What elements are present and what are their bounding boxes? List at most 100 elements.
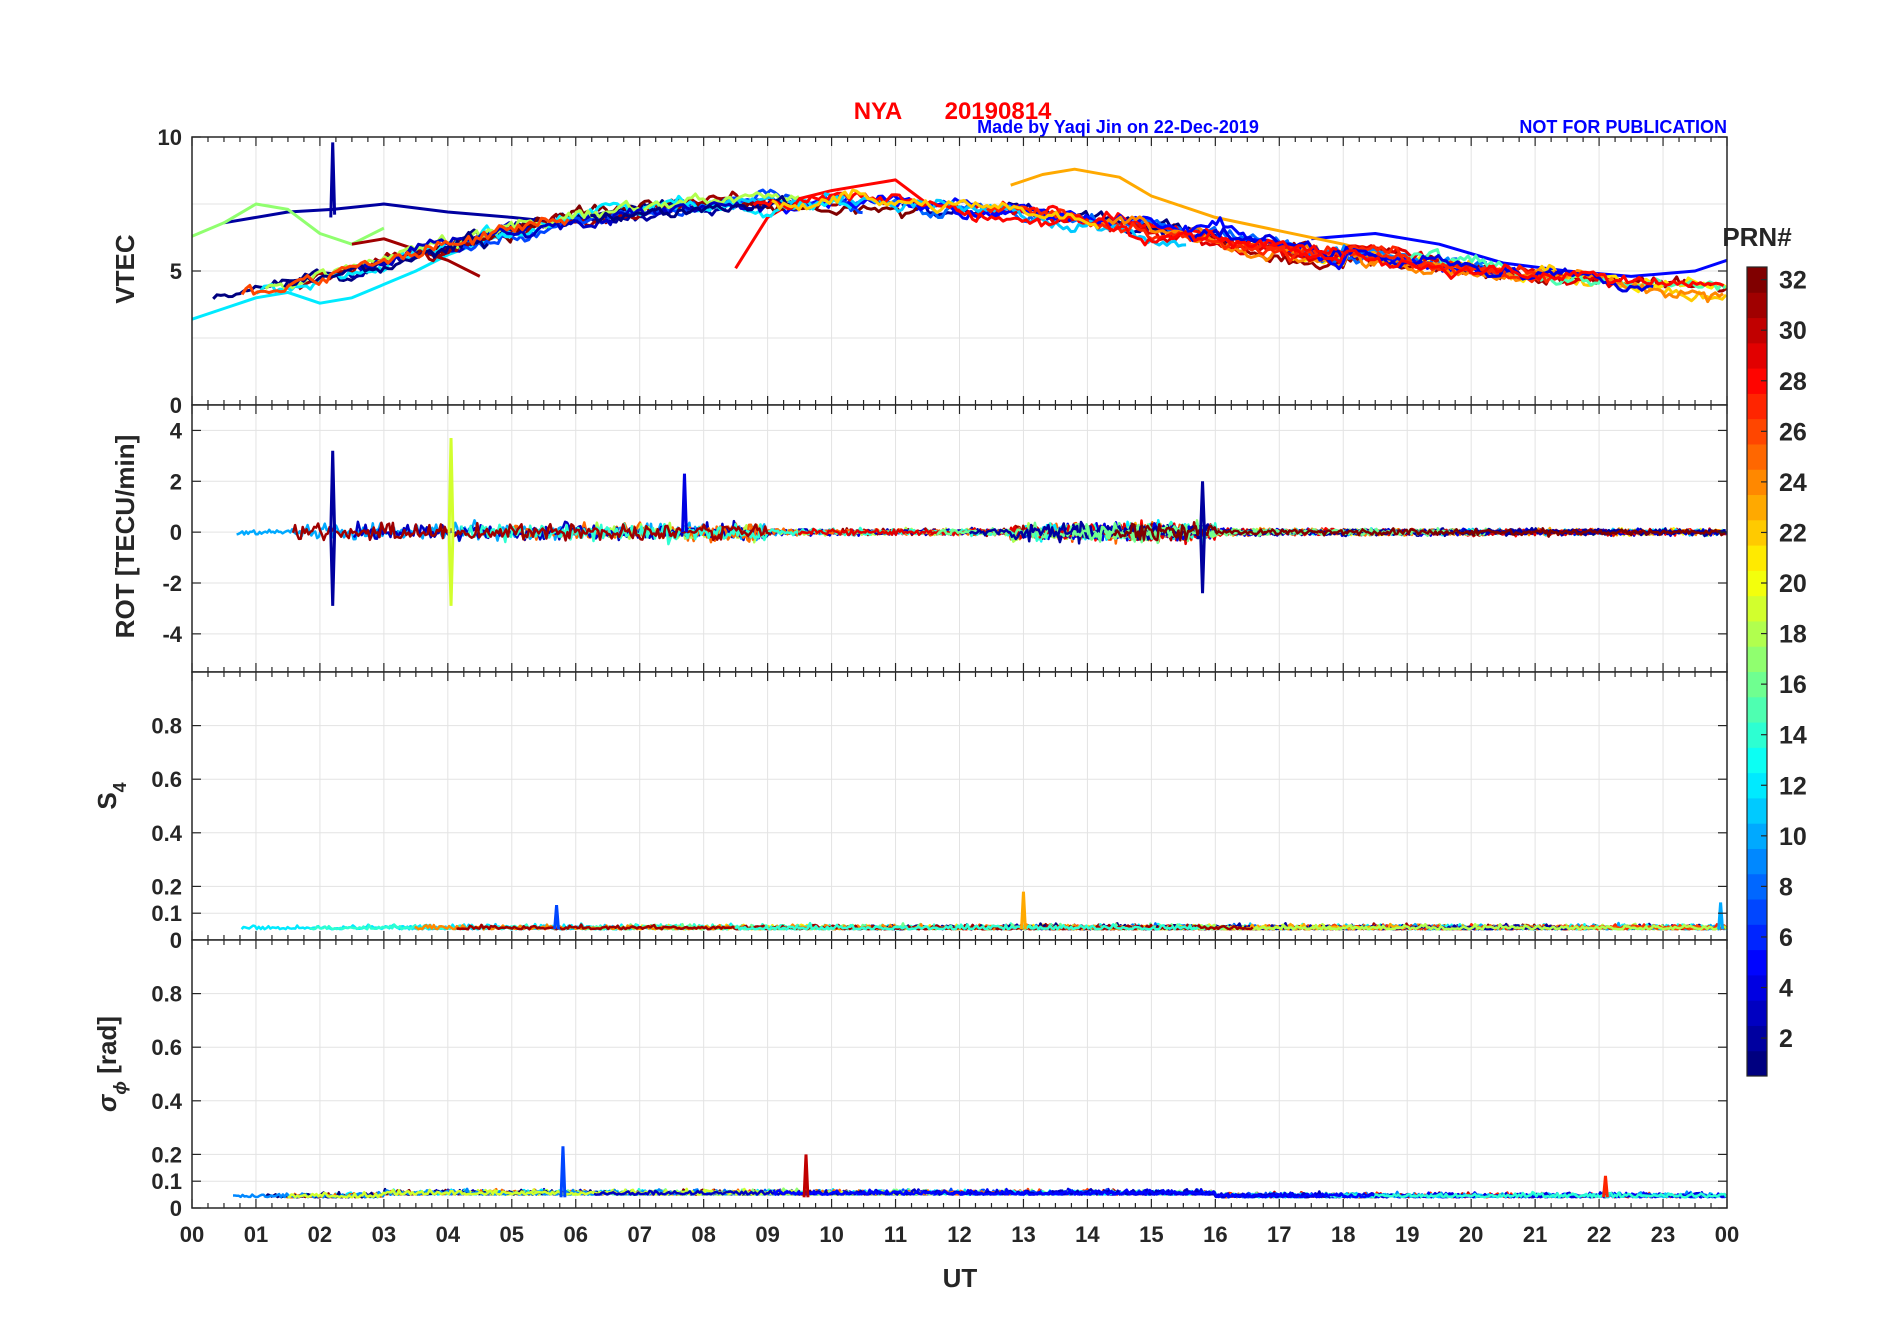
x-tick-label: 14: [1075, 1222, 1100, 1247]
vtec-series-prn-28: [734, 178, 929, 270]
colorbar-segment: [1747, 797, 1767, 824]
title-date: 20190814: [945, 98, 1052, 125]
s4-peak-prn-23: [1020, 891, 1027, 930]
colorbar-segment: [1747, 924, 1767, 951]
colorbar-segment: [1747, 443, 1767, 470]
x-tick-label: 22: [1587, 1222, 1611, 1247]
colorbar-tick-label: 14: [1779, 722, 1807, 750]
x-tick-label: 10: [819, 1222, 843, 1247]
colorbar-segment: [1747, 620, 1767, 647]
s4-series-prn-14: [734, 921, 1199, 931]
x-tick-label: 09: [755, 1222, 779, 1247]
rot-peak-prn-19: [447, 438, 455, 533]
vtec-series-prn-28: [752, 190, 1338, 255]
y-tick-label: 4: [170, 418, 183, 443]
rot-peak-prn-19: [447, 532, 455, 606]
x-tick-label: 23: [1651, 1222, 1675, 1247]
colorbar-segment: [1747, 772, 1767, 799]
panel-rot: -4 -2 0 2 4 ROT [TECU/min]: [110, 404, 1728, 673]
s4-peak-prn-10: [1717, 902, 1725, 930]
colorbar-segment: [1747, 494, 1767, 521]
colorbar-tick-label: 10: [1779, 823, 1807, 851]
x-tick-label: 05: [500, 1222, 524, 1247]
y-tick-label: 10: [158, 125, 182, 150]
colorbar-segment: [1747, 267, 1767, 293]
colorbar-tick-label: 16: [1779, 671, 1807, 699]
y-axis-label-rot: ROT [TECU/min]: [110, 435, 140, 639]
colorbar-segment: [1747, 1050, 1767, 1077]
x-tick-label: 18: [1331, 1222, 1355, 1247]
y-tick-label: 0.4: [151, 1089, 182, 1114]
x-tick-label: 19: [1395, 1222, 1419, 1247]
x-tick-label: 01: [244, 1222, 268, 1247]
colorbar-segment: [1747, 469, 1767, 496]
colorbar-tick-label: 8: [1779, 873, 1793, 901]
x-tick-label: 15: [1139, 1222, 1163, 1247]
y-axis-label-vtec: VTEC: [110, 234, 140, 304]
y-tick-label: 0: [170, 1196, 182, 1221]
vtec-series-prn-1: [283, 231, 490, 289]
rot-peak-prn-4: [681, 473, 688, 533]
colorbar-segment: [1747, 368, 1767, 394]
colorbar-segment: [1747, 873, 1767, 900]
vtec-series-prn-27: [986, 203, 1541, 284]
colorbar-segment: [1747, 974, 1767, 1001]
x-tick-label: 13: [1011, 1222, 1035, 1247]
colorbar-segment: [1747, 646, 1767, 672]
colorbar-tick-label: 26: [1779, 418, 1807, 446]
colorbar-segment: [1747, 1000, 1767, 1026]
colorbar-segment: [1747, 722, 1767, 748]
colorbar-frame: [1746, 266, 1768, 1077]
x-tick-label: 04: [436, 1222, 461, 1247]
sigma_phi-series-prn-14: [1322, 1190, 1727, 1199]
credit-text: Made by Yaqi Jin on 22-Dec-2019: [977, 117, 1259, 137]
sigma_phi-peak-prn-7: [559, 1146, 567, 1198]
rot-peak-prn-2: [1199, 532, 1206, 594]
y-tick-label: -2: [162, 571, 182, 596]
x-tick-label: 03: [372, 1222, 396, 1247]
x-tick-label: 12: [947, 1222, 971, 1247]
vtec-series-prn-23: [1010, 167, 1453, 268]
colorbar-segment: [1747, 671, 1767, 698]
vtec-series-prn-1: [590, 195, 791, 224]
y-tick-label: 0.1: [151, 901, 182, 926]
colorbar-tick-label: 28: [1779, 368, 1807, 396]
vtec-series-prn-12: [192, 229, 513, 321]
notice-text: NOT FOR PUBLICATION: [1519, 117, 1727, 137]
colorbar-tick-label: 22: [1779, 519, 1807, 547]
colorbar-tick-label: 2: [1779, 1025, 1793, 1053]
rot-peak-prn-2: [329, 532, 337, 606]
colorbar-segment: [1747, 848, 1767, 875]
colorbar-segment: [1747, 823, 1767, 849]
y-axis-label-sigma_phi: σϕ [rad]: [92, 1016, 130, 1112]
y-tick-label: 0.1: [151, 1169, 182, 1194]
colorbar-segment: [1747, 342, 1767, 369]
x-tick-label: 16: [1203, 1222, 1227, 1247]
title-station: NYA: [854, 98, 902, 125]
x-tick-label: 20: [1459, 1222, 1483, 1247]
colorbar-segment: [1747, 595, 1767, 622]
vtec-series-prn-28: [1293, 248, 1725, 288]
y-tick-label: 0: [170, 928, 182, 953]
vtec-series-prn-26: [240, 216, 570, 296]
y-tick-label: 0: [170, 393, 182, 418]
colorbar-tick-label: 12: [1779, 772, 1807, 800]
y-tick-label: 0.6: [151, 767, 182, 792]
rot-series-prn-31: [291, 521, 772, 542]
colorbar-label: PRN#: [1722, 222, 1792, 252]
colorbar-tick-label: 18: [1779, 621, 1807, 649]
y-tick-label: 0.4: [151, 821, 182, 846]
x-tick-label: 02: [308, 1222, 332, 1247]
y-tick-label: 0: [170, 520, 182, 545]
colorbar-segment: [1747, 696, 1767, 723]
y-tick-label: 0.8: [151, 982, 182, 1007]
y-axis-label-s4: S4: [92, 782, 130, 809]
colorbar-tick-label: 20: [1779, 570, 1807, 598]
y-tick-label: 0.6: [151, 1035, 182, 1060]
vtec-series-prn-5: [1311, 232, 1727, 278]
y-tick-label: 0.2: [151, 1142, 182, 1167]
x-tick-label: 17: [1267, 1222, 1291, 1247]
